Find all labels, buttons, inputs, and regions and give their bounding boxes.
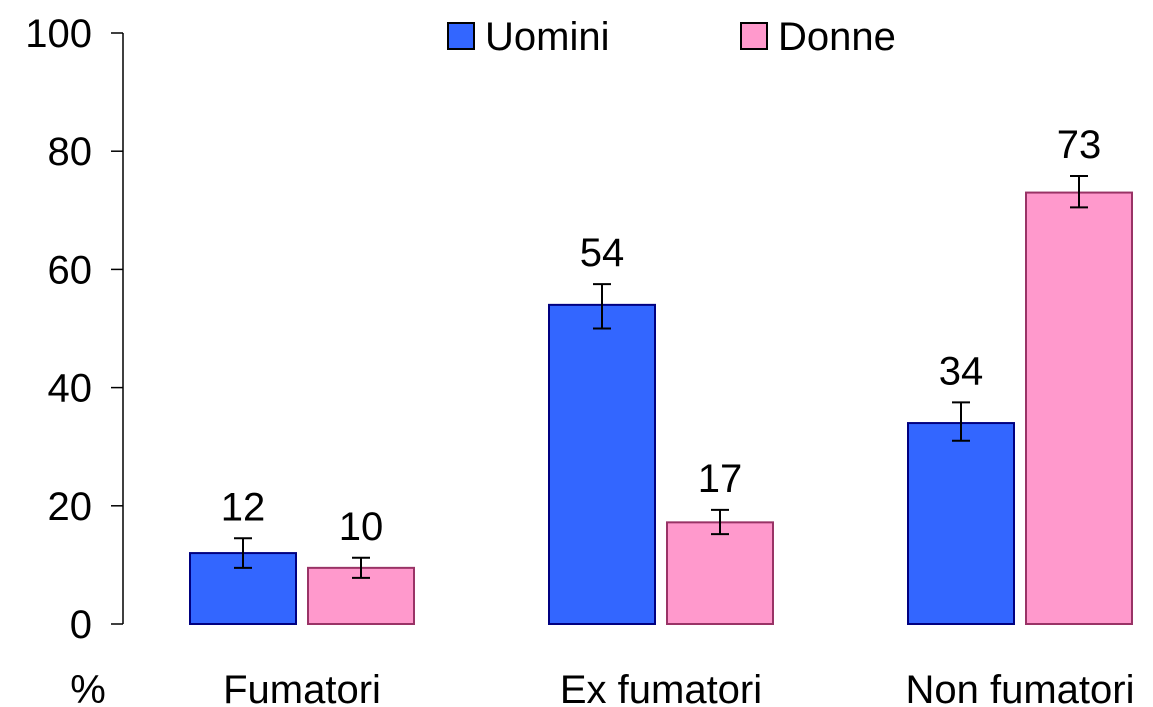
x-axis: Fumatori Ex fumatori Non fumatori (223, 668, 1134, 707)
data-label: 73 (1057, 123, 1102, 167)
y-unit-label: % (70, 668, 106, 707)
data-label: 12 (221, 485, 266, 529)
bar (907, 422, 1015, 625)
legend-swatch (447, 22, 475, 50)
y-axis: 0 20 40 60 80 100 (25, 12, 124, 647)
x-category-label: Ex fumatori (560, 668, 762, 707)
data-label: 54 (580, 231, 625, 275)
data-label: 34 (939, 349, 984, 393)
y-tick-label: 100 (25, 12, 92, 56)
bars: 12 54 34 10 17 73 (189, 123, 1133, 626)
legend: Uomini Donne (447, 15, 896, 59)
data-label: 17 (698, 457, 743, 501)
data-label: 10 (339, 505, 384, 549)
x-category-label: Fumatori (223, 668, 381, 707)
y-tick-label: 60 (48, 248, 93, 292)
bar (666, 521, 774, 626)
legend-label: Uomini (485, 15, 609, 59)
x-category-label: Non fumatori (906, 668, 1135, 707)
y-tick-label: 80 (48, 130, 93, 174)
y-tick-label: 0 (70, 603, 92, 647)
y-tick-label: 20 (48, 485, 93, 529)
bar (1025, 191, 1133, 625)
bar (548, 303, 656, 625)
y-tick-label: 40 (48, 367, 93, 411)
legend-label: Donne (778, 15, 896, 59)
legend-swatch (740, 22, 768, 50)
